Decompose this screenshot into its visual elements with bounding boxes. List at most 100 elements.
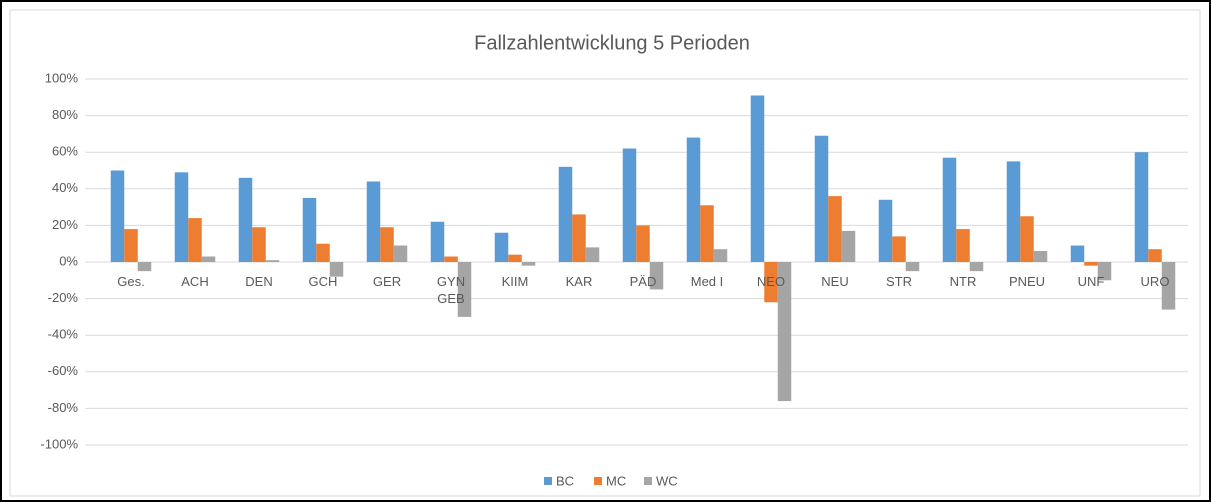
- bar: [329, 262, 344, 277]
- legend-label: BC: [556, 473, 574, 488]
- x-tick-label: PNEU: [1008, 274, 1046, 289]
- bar: [649, 262, 664, 290]
- x-tick-label-box: DEN: [245, 274, 273, 289]
- x-tick-label-box: PÄD: [629, 274, 657, 289]
- bar: [1070, 245, 1085, 262]
- y-tick-label: 20%: [52, 217, 78, 232]
- bar: [585, 247, 600, 262]
- bar: [1148, 249, 1162, 262]
- bar: [636, 225, 650, 262]
- x-tick-label: NTR: [949, 274, 977, 289]
- bar: [188, 218, 202, 262]
- bar: [892, 236, 906, 262]
- legend-swatch: [644, 477, 652, 485]
- bar: [393, 245, 408, 262]
- bar: [521, 262, 536, 266]
- x-tick-label-box: Ges.: [117, 274, 145, 289]
- bar: [508, 254, 522, 262]
- bar: [1033, 251, 1048, 262]
- x-tick-label: GYN GEB: [436, 274, 466, 306]
- x-tick-label: STR: [886, 274, 912, 289]
- bar: [366, 181, 381, 262]
- bar: [713, 249, 728, 262]
- bar: [238, 177, 253, 262]
- x-tick-label: Med I: [690, 274, 724, 289]
- y-tick-label: 80%: [52, 107, 78, 122]
- x-tick-label: GCH: [308, 274, 338, 289]
- y-tick-label: -100%: [40, 436, 78, 451]
- bar: [430, 221, 445, 262]
- bar: [494, 232, 509, 262]
- bar: [457, 262, 472, 317]
- x-tick-label-box: NEO: [756, 274, 786, 289]
- x-tick-label-box: PNEU: [1008, 274, 1046, 289]
- y-tick-label: -40%: [48, 327, 79, 342]
- bar: [1097, 262, 1112, 281]
- x-tick-label: GER: [372, 274, 402, 289]
- bar: [814, 135, 829, 262]
- bar: [622, 148, 637, 262]
- bar: [686, 137, 701, 262]
- x-tick-label-box: KAR: [565, 274, 593, 289]
- bar: [1020, 216, 1034, 262]
- x-tick-label: KIIM: [501, 274, 529, 289]
- legend-swatch: [594, 477, 602, 485]
- bar: [878, 199, 893, 262]
- bar: [750, 95, 765, 262]
- x-tick-label: URO: [1140, 274, 1170, 289]
- chart-title: Fallzahlentwicklung 5 Perioden: [474, 32, 750, 54]
- x-tick-label-box: GCH: [308, 274, 338, 289]
- x-tick-label: PÄD: [629, 274, 657, 289]
- bar: [777, 262, 792, 402]
- x-tick-label: DEN: [245, 274, 273, 289]
- y-tick-label: -60%: [48, 363, 79, 378]
- bar: [316, 243, 330, 262]
- bar: [905, 262, 920, 272]
- x-tick-label: ACH: [181, 274, 209, 289]
- x-tick-label-box: Med I: [690, 274, 724, 289]
- legend-label: MC: [606, 473, 626, 488]
- x-tick-label: KAR: [565, 274, 593, 289]
- x-tick-label-box: NTR: [949, 274, 977, 289]
- y-tick-label: 40%: [52, 180, 78, 195]
- legend-swatch: [544, 477, 552, 485]
- bar: [302, 197, 317, 262]
- y-tick-label: 60%: [52, 144, 78, 159]
- x-tick-label-box: GER: [372, 274, 402, 289]
- x-tick-label-box: GYN GEB: [436, 274, 466, 306]
- bar: [1084, 262, 1098, 266]
- bar: [201, 256, 216, 262]
- y-tick-label: 0%: [59, 253, 78, 268]
- x-tick-label: Ges.: [117, 274, 145, 289]
- bar: [956, 229, 970, 262]
- bar: [572, 214, 586, 262]
- bar: [124, 229, 138, 262]
- y-tick-label: -20%: [48, 290, 79, 305]
- bar: [265, 260, 280, 262]
- bar: [558, 166, 573, 262]
- x-tick-label: NEU: [821, 274, 849, 289]
- bar: [841, 230, 856, 262]
- bar: [1161, 262, 1176, 310]
- x-tick-label-box: UNF: [1077, 274, 1105, 289]
- x-tick-label: UNF: [1077, 274, 1105, 289]
- x-tick-label-box: STR: [886, 274, 912, 289]
- y-tick-label: 100%: [45, 70, 79, 85]
- bar: [828, 196, 842, 262]
- y-tick-label: -80%: [48, 400, 79, 415]
- bar: [1134, 152, 1149, 262]
- bar: [764, 262, 778, 303]
- bar: [969, 262, 984, 272]
- bar: [942, 157, 957, 262]
- bar: [137, 262, 152, 272]
- bar: [444, 256, 458, 262]
- legend-label: WC: [656, 473, 678, 488]
- bar: [174, 172, 189, 262]
- x-tick-label-box: KIIM: [501, 274, 529, 289]
- x-tick-label-box: NEU: [821, 274, 849, 289]
- x-tick-label: NEO: [756, 274, 786, 289]
- bar: [700, 205, 714, 262]
- bar: [1006, 161, 1021, 262]
- bar: [252, 227, 266, 262]
